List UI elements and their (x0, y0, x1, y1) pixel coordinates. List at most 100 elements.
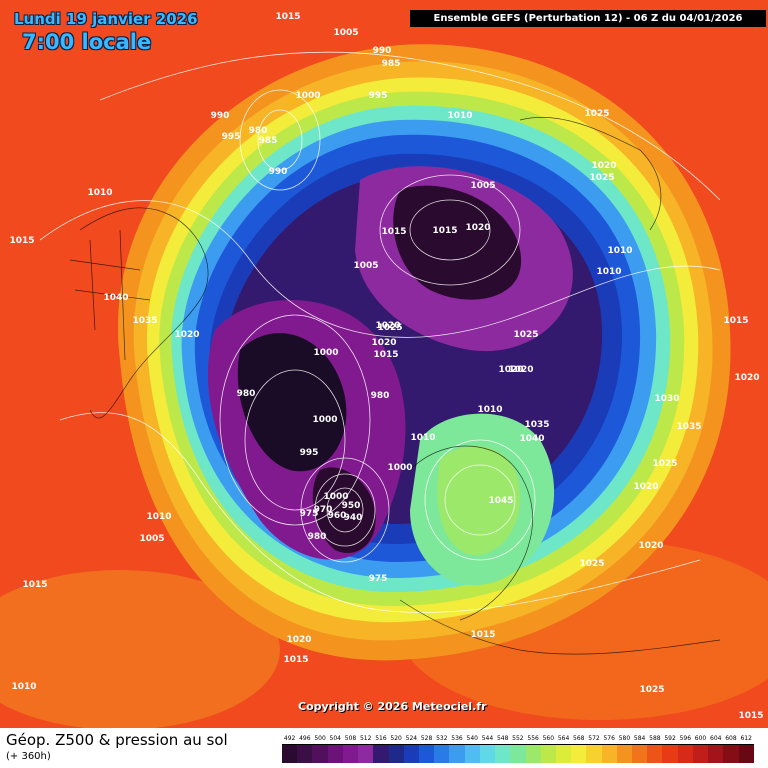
scale-value: 576 (603, 735, 615, 742)
pressure-label: 1010 (410, 433, 435, 443)
scale-value: 612 (740, 735, 752, 742)
pressure-label: 1035 (132, 316, 157, 326)
scale-swatch (373, 745, 389, 763)
scale-swatch (479, 745, 496, 763)
scale-value: 536 (451, 735, 463, 742)
scale-value: 552 (512, 735, 524, 742)
scale-value: 540 (466, 735, 478, 742)
valid-time: 7:00 locale (22, 30, 152, 54)
scale-swatch (692, 745, 709, 763)
pressure-label: 1035 (524, 420, 549, 430)
scale-value: 524 (405, 735, 418, 742)
pressure-label: 1020 (174, 330, 199, 340)
pressure-label: 985 (382, 59, 401, 69)
pressure-label: 1040 (519, 434, 544, 444)
pressure-label: 1020 (286, 635, 311, 645)
pressure-label: 1000 (323, 492, 348, 502)
geopotential-map: 1015 1005 990 985 995 1000 990 995 985 980 990 1010… (0, 10, 768, 728)
pressure-label: 1020 (638, 541, 663, 551)
ridge-europe-inner (437, 446, 521, 556)
pressure-label: 1015 (738, 711, 763, 721)
pressure-label: 1020 (633, 482, 658, 492)
core-atlantic-low (312, 467, 376, 554)
pressure-label: 960 (328, 511, 347, 521)
scale-value: 596 (679, 735, 692, 742)
scale-swatch (647, 745, 663, 763)
scale-swatch (282, 745, 298, 763)
pressure-label: 1020 (734, 373, 759, 383)
scale-value: 592 (664, 735, 676, 742)
scale-value: 604 (710, 735, 722, 742)
pressure-label: 1015 (470, 630, 495, 640)
core-canada-inner (237, 333, 347, 472)
scale-labels: 492 496 500 504 508 512 516 520 524 528 532 536 540 5… (282, 734, 754, 744)
pressure-label: 980 (371, 391, 390, 401)
pressure-label: 1015 (723, 316, 748, 326)
pressure-label: 1015 (9, 236, 34, 246)
scale-value: 584 (633, 735, 646, 742)
pressure-label: 1015 (381, 227, 406, 237)
product-title: Géop. Z500 & pression au sol (6, 731, 228, 749)
pressure-label: 985 (259, 136, 278, 146)
pressure-label: 1025 (377, 323, 402, 333)
pressure-label: 1020 (591, 161, 616, 171)
pressure-label: 1010 (596, 267, 621, 277)
pressure-label: 950 (342, 501, 361, 511)
pressure-label: 975 (300, 509, 319, 519)
scale-swatch (632, 745, 648, 763)
scale-swatch (738, 745, 754, 763)
pressure-label: 1000 (313, 348, 338, 358)
scale-value: 564 (557, 735, 570, 742)
coastlines (69, 117, 721, 655)
isobars (39, 51, 721, 613)
scale-swatch (586, 745, 602, 763)
scale-value: 512 (359, 735, 372, 742)
pressure-label: 1000 (387, 463, 412, 473)
scale-value: 496 (299, 735, 311, 742)
pressure-label: 1030 (654, 394, 679, 404)
pressure-label: 1015 (275, 12, 300, 22)
pressure-label: 1020 (371, 338, 396, 348)
color-scale: 492 496 500 504 508 512 516 520 524 528 532 536 540 5… (282, 734, 754, 763)
scale-swatch (510, 745, 526, 763)
pressure-label: 995 (300, 448, 319, 458)
pressure-label: 1025 (513, 330, 538, 340)
pressure-label: 1015 (283, 655, 308, 665)
pressure-label: 990 (373, 46, 392, 56)
pressure-label: 980 (308, 532, 327, 542)
scale-value: 560 (542, 735, 555, 742)
pressure-label: 1005 (139, 534, 164, 544)
scale-swatch (723, 745, 739, 763)
pressure-label: 1025 (639, 685, 664, 695)
pressure-label: 1025 (579, 559, 604, 569)
pressure-label: 1005 (353, 261, 378, 271)
scale-swatch (525, 745, 541, 763)
scale-swatch (662, 745, 678, 763)
scale-value: 572 (588, 735, 600, 742)
pressure-label: 980 (237, 389, 256, 399)
map-canvas: 1015 1005 990 985 995 1000 990 995 985 980 990 1010… (0, 12, 768, 728)
core-siberia-inner (393, 185, 522, 300)
scale-swatch (327, 745, 343, 763)
scale-value: 556 (527, 735, 539, 742)
scale-value: 600 (694, 735, 707, 742)
pressure-label: 990 (211, 111, 230, 121)
pressure-label: 1020 (465, 223, 490, 233)
pressure-label: 1015 (22, 580, 47, 590)
lead-time: (+ 360h) (6, 751, 51, 762)
scale-value: 544 (481, 735, 494, 742)
pressure-label: 1005 (470, 181, 495, 191)
scale-value: 532 (436, 735, 448, 742)
scale-value: 548 (496, 735, 509, 742)
pressure-label: 990 (269, 167, 288, 177)
pressure-label: 1010 (607, 246, 632, 256)
pressure-label: 1025 (652, 459, 677, 469)
pressure-label: 1020 (375, 321, 400, 331)
scale-swatch (434, 745, 450, 763)
scale-swatch (601, 745, 617, 763)
scale-value: 568 (573, 735, 585, 742)
pressure-label: 995 (222, 132, 241, 142)
scale-swatch (403, 745, 419, 763)
scale-swatch (449, 745, 465, 763)
scale-swatches (282, 744, 754, 763)
